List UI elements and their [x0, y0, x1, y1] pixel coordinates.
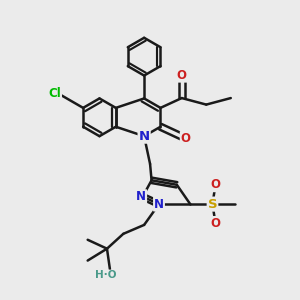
Text: Cl: Cl [48, 87, 61, 100]
Text: O: O [177, 69, 187, 82]
Text: O: O [211, 178, 220, 191]
Text: N: N [139, 130, 150, 143]
Text: N: N [154, 198, 164, 211]
Text: O: O [211, 217, 220, 230]
Text: S: S [208, 198, 217, 211]
Text: N: N [136, 190, 146, 203]
Text: O: O [181, 132, 191, 145]
Text: H·O: H·O [95, 270, 116, 280]
